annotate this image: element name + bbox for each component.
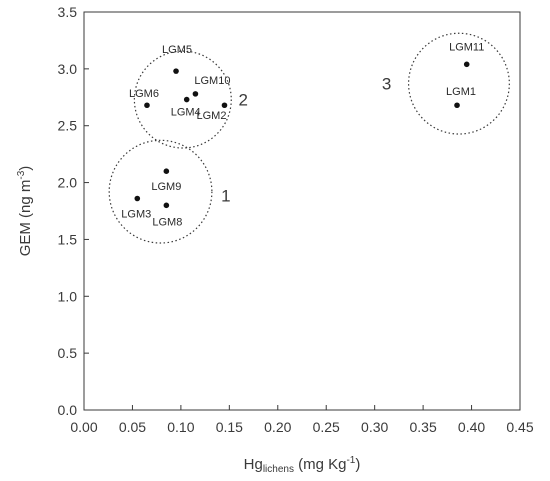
point-label: LGM5: [162, 44, 192, 56]
y-axis-title: GEM (ng m-3): [16, 166, 34, 257]
point-label: LGM6: [129, 88, 159, 100]
point-label: LGM8: [152, 216, 182, 228]
x-tick-label: 0.05: [119, 419, 146, 435]
data-point: [221, 102, 228, 109]
point-label: LGM1: [446, 86, 476, 98]
plot-frame: [83, 11, 521, 411]
x-tick-label: 0.15: [216, 419, 243, 435]
x-tick-label: 0.45: [506, 419, 533, 435]
point-label: LGM2: [197, 110, 227, 122]
x-axis-title: Hglichens (mg Kg-1): [244, 455, 361, 475]
y-tick-label: 0.0: [58, 402, 78, 418]
y-axis-ticks: 0.0 0.5 1.0 1.5 2.0 2.5 3.0 3.5: [58, 4, 89, 418]
y-tick-label: 2.0: [58, 175, 78, 191]
y-tick-label: 3.5: [58, 4, 78, 20]
data-point: [163, 202, 170, 209]
data-point: [173, 68, 179, 74]
point-label: LGM10: [194, 75, 230, 87]
cluster-circles: 1 2 3: [108, 32, 510, 244]
point-label: LGM4: [171, 107, 201, 119]
data-point: [454, 102, 460, 109]
cluster-label-3: 3: [382, 75, 391, 94]
cluster-circle-3: [407, 32, 510, 135]
point-label: LGM9: [151, 181, 181, 193]
x-axis-ticks: 0.00 0.05 0.10 0.15 0.20 0.25 0.30 0.35 0.40 0.45: [70, 405, 534, 435]
data-point: [183, 96, 190, 103]
data-point: [463, 61, 470, 68]
data-point: [163, 168, 170, 174]
y-tick-label: 3.0: [58, 61, 78, 77]
data-point: [192, 91, 199, 97]
y-tick-label: 1.0: [58, 288, 78, 304]
cluster-circle-1: [108, 139, 213, 244]
data-point: [144, 102, 150, 109]
y-tick-label: 1.5: [58, 231, 78, 247]
x-tick-label: 0.25: [313, 419, 340, 435]
x-tick-label: 0.00: [70, 419, 97, 435]
cluster-circle-2: [133, 50, 232, 149]
cluster-label-1: 1: [221, 187, 230, 206]
point-label: LGM11: [449, 41, 484, 53]
y-tick-label: 0.5: [58, 345, 78, 361]
x-tick-label: 0.30: [361, 419, 388, 435]
x-tick-label: 0.10: [167, 419, 194, 435]
x-tick-label: 0.20: [264, 419, 291, 435]
x-tick-label: 0.35: [409, 419, 436, 435]
x-tick-label: 0.40: [458, 419, 485, 435]
cluster-label-2: 2: [239, 91, 248, 110]
data-points: LGM5LGM10LGM4LGM6LGM2LGM9LGM3LGM8LGM11LG…: [121, 41, 484, 228]
data-point: [134, 195, 141, 202]
point-label: LGM3: [121, 208, 151, 220]
y-tick-label: 2.5: [58, 118, 78, 134]
